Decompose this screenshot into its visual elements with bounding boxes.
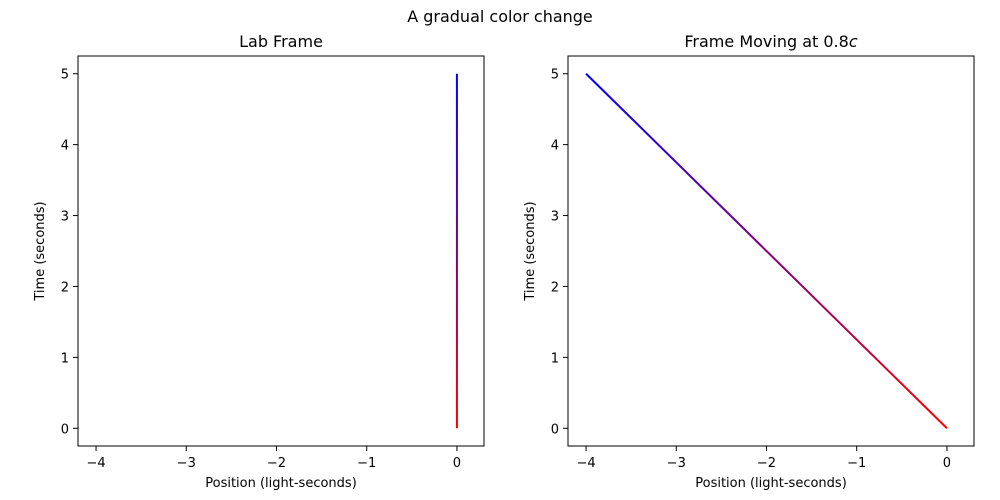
x-tick-label: −3 bbox=[177, 456, 196, 471]
x-tick-label: −4 bbox=[86, 456, 105, 471]
x-axis-label: Position (light-seconds) bbox=[205, 476, 357, 491]
x-tick-label: −3 bbox=[667, 456, 686, 471]
x-axis-label: Position (light-seconds) bbox=[695, 476, 847, 491]
y-tick-label: 0 bbox=[61, 422, 69, 437]
y-tick-label: 1 bbox=[551, 351, 559, 366]
y-axis-label: Time (seconds) bbox=[33, 201, 48, 301]
axes-frame bbox=[77, 55, 485, 447]
x-tick-label: −2 bbox=[267, 456, 286, 471]
y-tick-label: 1 bbox=[61, 351, 69, 366]
figure-title: A gradual color change bbox=[407, 7, 593, 26]
y-tick-label: 0 bbox=[551, 422, 559, 437]
y-tick-label: 4 bbox=[551, 139, 559, 154]
x-tick-label: −1 bbox=[357, 456, 376, 471]
x-tick-label: 0 bbox=[453, 456, 461, 471]
panel-title: Lab Frame bbox=[239, 32, 323, 51]
x-tick-label: 0 bbox=[943, 456, 951, 471]
y-axis-label: Time (seconds) bbox=[523, 201, 538, 301]
axes-frame bbox=[567, 55, 975, 447]
panel-1: −4 −3 −2 −1 0 0 1 2 3 4 5 Position (light-seconds) T… bbox=[33, 32, 485, 491]
y-tick-label: 2 bbox=[551, 280, 559, 295]
panel-title-italic: c bbox=[849, 32, 858, 51]
x-tick-label: −2 bbox=[757, 456, 776, 471]
y-tick-label: 2 bbox=[61, 280, 69, 295]
x-tick-label: −1 bbox=[847, 456, 866, 471]
y-tick-label: 4 bbox=[61, 139, 69, 154]
panel-2: −4 −3 −2 −1 0 0 1 2 3 4 5 Position (light-seconds) T… bbox=[523, 32, 975, 491]
panel-title: Frame Moving at 0.8c bbox=[684, 32, 857, 51]
y-tick-label: 3 bbox=[551, 210, 559, 225]
y-tick-label: 5 bbox=[551, 68, 559, 83]
series-line bbox=[585, 73, 948, 429]
x-tick-label: −4 bbox=[576, 456, 595, 471]
y-tick-label: 5 bbox=[61, 68, 69, 83]
y-tick-label: 3 bbox=[61, 210, 69, 225]
